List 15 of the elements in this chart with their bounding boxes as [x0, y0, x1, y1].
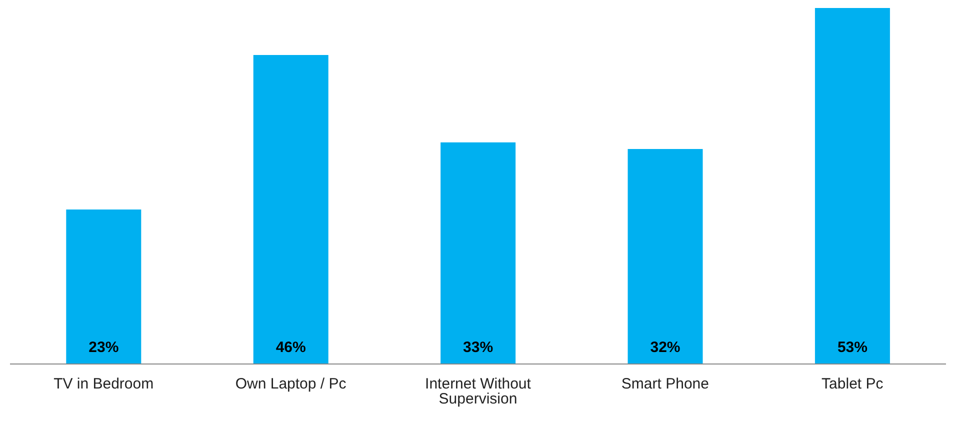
- bar: [253, 55, 328, 364]
- data-label: 23%: [88, 339, 119, 356]
- bar: [814, 8, 890, 364]
- data-label: 46%: [276, 339, 306, 356]
- bar: [66, 210, 142, 364]
- x-tick-label: Smart Phone: [621, 376, 709, 393]
- data-label: 33%: [463, 339, 494, 356]
- data-label: 53%: [837, 339, 868, 356]
- x-tick-label: Own Laptop / Pc: [235, 376, 347, 393]
- data-label: 32%: [650, 339, 680, 356]
- x-tick-label: TV in Bedroom: [54, 376, 154, 393]
- bar: [440, 142, 516, 364]
- x-tick-label: Internet Without Supervision: [425, 376, 532, 408]
- x-tick-label: Tablet Pc: [822, 376, 884, 393]
- bar: [628, 149, 703, 364]
